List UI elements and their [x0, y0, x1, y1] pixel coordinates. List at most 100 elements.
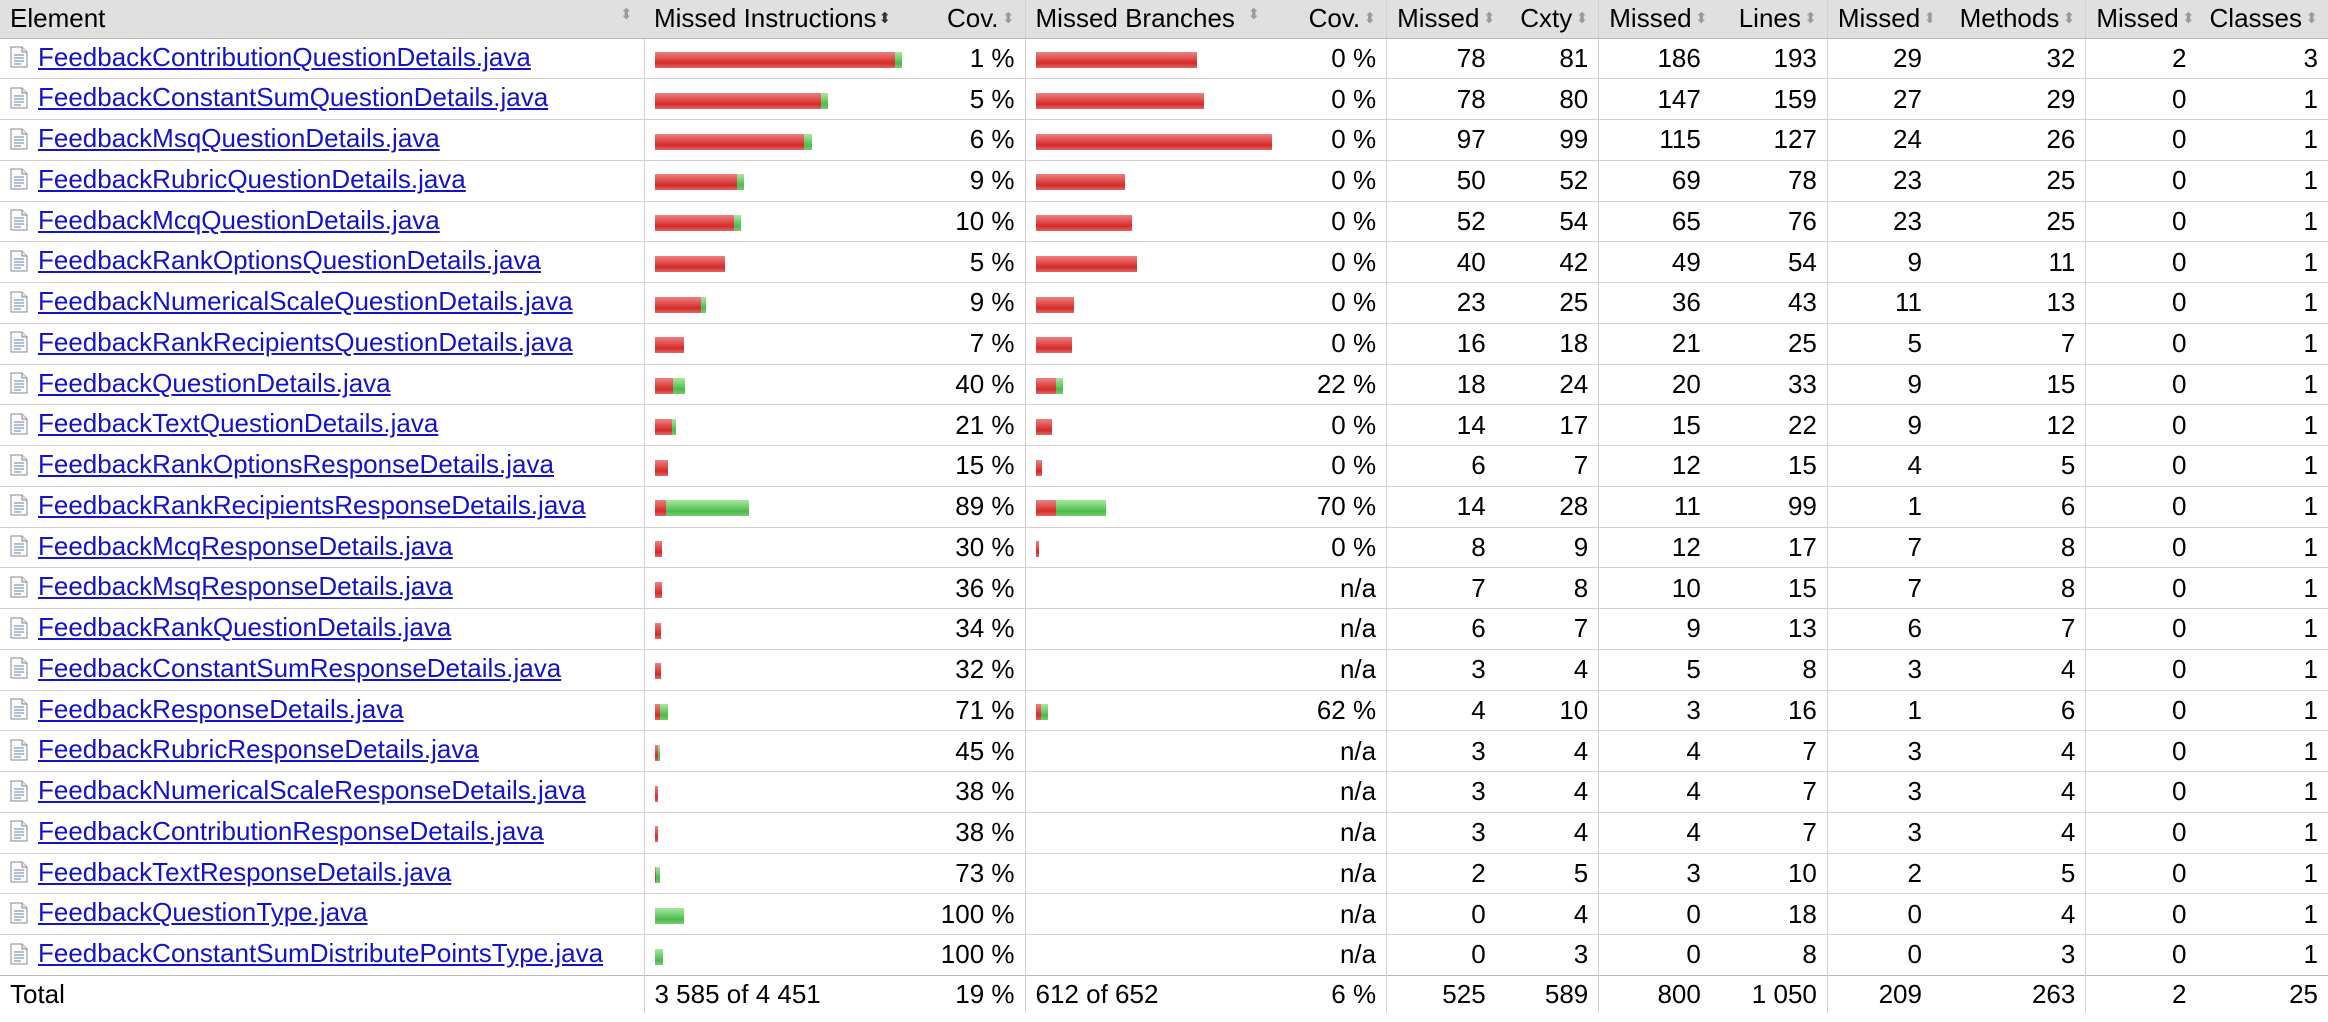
col-missed-methods[interactable]: Missed⬍: [1826, 0, 1932, 39]
missed-segment: [1035, 378, 1056, 394]
java-file-icon: [10, 413, 28, 435]
classes: 1: [2196, 812, 2328, 854]
complexity: 9: [1495, 527, 1599, 569]
missed-methods: 2: [1826, 853, 1932, 895]
col-missed-complexity[interactable]: Missed ⬍: [1386, 0, 1496, 39]
file-name: FeedbackMcqResponseDetails.java: [38, 530, 453, 561]
missed-complexity: 40: [1386, 241, 1496, 283]
branch-coverage: n/a: [1271, 853, 1387, 895]
file-link[interactable]: FeedbackRankRecipientsQuestionDetails.ja…: [10, 327, 573, 358]
file-link[interactable]: FeedbackRubricQuestionDetails.java: [10, 164, 466, 195]
classes: 1: [2196, 567, 2328, 609]
missed-branches-bar: [1024, 690, 1272, 732]
file-link[interactable]: FeedbackMcqQuestionDetails.java: [10, 205, 440, 236]
element-cell: FeedbackConstantSumDistributePointsType.…: [0, 935, 644, 976]
lines: 7: [1710, 812, 1828, 854]
col-lines[interactable]: Lines ⬍: [1710, 0, 1828, 39]
missed-branches-bar: [1024, 364, 1272, 406]
table-row: FeedbackTextQuestionDetails.java 21 % 0 …: [0, 404, 2328, 446]
missed-segment: [1035, 296, 1074, 313]
missed-classes: 0: [2085, 160, 2197, 202]
missed-branches-bar: [1024, 527, 1272, 569]
covered-segment: [1055, 500, 1106, 517]
file-name: FeedbackMsqResponseDetails.java: [38, 571, 453, 602]
sort-icon: ⬍: [1804, 10, 1817, 28]
missed-complexity: 3: [1386, 771, 1496, 813]
file-link[interactable]: FeedbackRankQuestionDetails.java: [10, 612, 451, 643]
missed-segment: [1035, 418, 1052, 435]
missed-methods: 7: [1826, 527, 1932, 569]
file-link[interactable]: FeedbackRankOptionsResponseDetails.java: [10, 449, 554, 480]
col-instruction-coverage[interactable]: Cov. ⬍: [905, 0, 1026, 39]
classes: 1: [2196, 649, 2328, 691]
file-link[interactable]: FeedbackTextQuestionDetails.java: [10, 408, 438, 439]
element-cell: FeedbackContributionResponseDetails.java: [0, 812, 644, 854]
covered-segment: [655, 867, 660, 883]
branch-coverage: 0 %: [1271, 160, 1387, 202]
file-link[interactable]: FeedbackTextResponseDetails.java: [10, 857, 451, 888]
missed-lines: 0: [1598, 934, 1711, 976]
missed-classes: 0: [2085, 853, 2197, 895]
missed-classes: 0: [2085, 690, 2197, 732]
branch-bar: [1035, 52, 1197, 68]
col-missed-lines[interactable]: Missed ⬍: [1598, 0, 1711, 39]
file-link[interactable]: FeedbackMsqQuestionDetails.java: [10, 123, 440, 154]
instruction-coverage: 45 %: [905, 730, 1026, 772]
file-link[interactable]: FeedbackRankOptionsQuestionDetails.java: [10, 245, 541, 276]
branch-bar: [1035, 500, 1106, 517]
missed-classes: 0: [2085, 527, 2197, 569]
element-cell: FeedbackRubricResponseDetails.java: [0, 730, 644, 772]
col-methods[interactable]: Methods ⬍: [1931, 0, 2086, 39]
missed-branches-bar: [1024, 608, 1272, 650]
missed-classes: 0: [2085, 567, 2197, 609]
file-link[interactable]: FeedbackMsqResponseDetails.java: [10, 571, 453, 602]
file-link[interactable]: FeedbackConstantSumResponseDetails.java: [10, 653, 561, 684]
file-link[interactable]: FeedbackConstantSumDistributePointsType.…: [10, 938, 603, 969]
file-name: FeedbackRubricQuestionDetails.java: [38, 163, 466, 194]
instruction-coverage: 71 %: [905, 690, 1026, 732]
file-link[interactable]: FeedbackContributionQuestionDetails.java: [10, 42, 531, 73]
col-missed-branches[interactable]: Missed Branches ⬍: [1024, 0, 1272, 39]
missed-segment: [1035, 337, 1072, 354]
table-row: FeedbackMcqQuestionDetails.java 10 % 0 %…: [0, 201, 2328, 243]
complexity: 18: [1495, 323, 1599, 365]
file-link[interactable]: FeedbackQuestionType.java: [10, 897, 368, 928]
instruction-coverage: 89 %: [905, 486, 1026, 528]
element-cell: FeedbackTextQuestionDetails.java: [0, 404, 644, 446]
col-branch-coverage[interactable]: Cov. ⬍: [1271, 0, 1387, 39]
col-missed-classes[interactable]: Missed ⬍: [2085, 0, 2197, 39]
col-classes[interactable]: Classes ⬍: [2196, 0, 2328, 39]
missed-instructions-bar: [643, 404, 906, 446]
file-name: FeedbackNumericalScaleResponseDetails.ja…: [38, 775, 586, 806]
instruction-bar: [654, 826, 658, 843]
col-element[interactable]: Element ⬍: [0, 0, 644, 39]
total-missed-methods: 209: [1826, 974, 1932, 1014]
total-missed-lines: 800: [1598, 974, 1711, 1014]
methods: 32: [1931, 38, 2086, 80]
col-missed-instructions[interactable]: Missed Instructions ⬍: [644, 0, 906, 39]
sort-icon: ⬍: [620, 6, 633, 24]
complexity: 8: [1495, 567, 1599, 609]
file-link[interactable]: FeedbackRubricResponseDetails.java: [10, 734, 479, 765]
col-complexity[interactable]: Cxty ⬍: [1495, 0, 1599, 39]
missed-instructions-bar: [643, 893, 906, 935]
classes: 1: [2196, 893, 2328, 935]
file-link[interactable]: FeedbackResponseDetails.java: [10, 694, 404, 725]
missed-methods: 1: [1826, 486, 1932, 528]
file-link[interactable]: FeedbackMcqResponseDetails.java: [10, 531, 453, 562]
complexity: 28: [1495, 486, 1599, 528]
missed-branches-bar: [1024, 119, 1272, 161]
file-link[interactable]: FeedbackConstantSumQuestionDetails.java: [10, 82, 548, 113]
covered-segment: [657, 744, 660, 761]
file-link[interactable]: FeedbackRankRecipientsResponseDetails.ja…: [10, 490, 586, 521]
table-row: FeedbackContributionQuestionDetails.java…: [0, 38, 2328, 80]
java-file-icon: [10, 861, 28, 883]
file-link[interactable]: FeedbackContributionResponseDetails.java: [10, 816, 544, 847]
file-link[interactable]: FeedbackQuestionDetails.java: [10, 368, 391, 399]
complexity: 4: [1495, 771, 1599, 813]
file-link[interactable]: FeedbackNumericalScaleResponseDetails.ja…: [10, 775, 586, 806]
missed-segment: [654, 296, 701, 313]
sort-icon: ⬍: [2182, 10, 2195, 28]
file-link[interactable]: FeedbackNumericalScaleQuestionDetails.ja…: [10, 286, 573, 317]
file-name: FeedbackConstantSumDistributePointsType.…: [38, 938, 604, 969]
